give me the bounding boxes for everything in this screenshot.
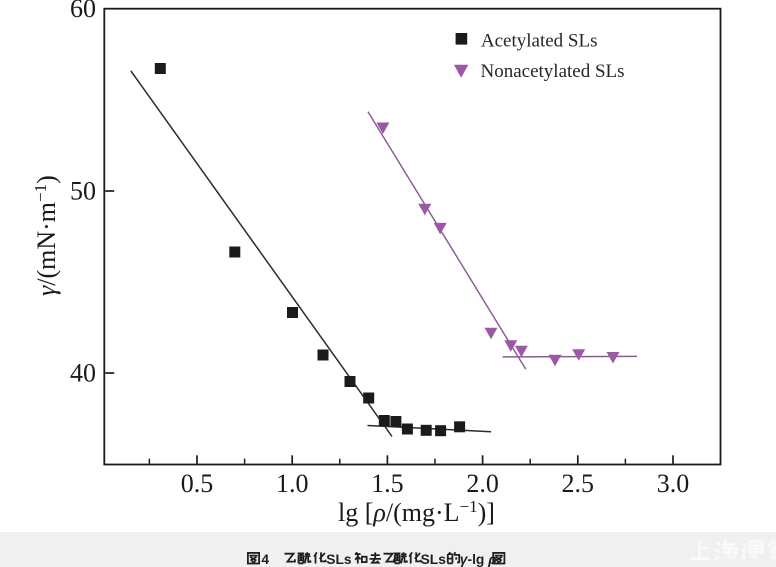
svg-text:40: 40 (70, 359, 96, 388)
svg-text:γ/(mN·m−1): γ/(mN·m−1) (31, 175, 61, 296)
svg-text:2.0: 2.0 (466, 469, 499, 498)
svg-text:SLs: SLs (421, 552, 447, 567)
svg-text:4: 4 (261, 552, 269, 567)
svg-text:0.5: 0.5 (181, 469, 214, 498)
svg-text:3.0: 3.0 (657, 469, 690, 498)
svg-text:1.0: 1.0 (276, 469, 309, 498)
svg-text:60: 60 (70, 0, 96, 23)
svg-text:Acetylated SLs: Acetylated SLs (481, 30, 598, 51)
svg-text:Nonacetylated SLs: Nonacetylated SLs (481, 61, 625, 82)
svg-text:γ-lg ρ: γ-lg ρ (460, 552, 497, 567)
svg-text:50: 50 (70, 177, 96, 206)
svg-text:2.5: 2.5 (562, 469, 595, 498)
svg-text:SLs: SLs (326, 552, 352, 567)
svg-text:1.5: 1.5 (371, 469, 404, 498)
svg-text:lg [ρ/(mg·L−1)]: lg [ρ/(mg·L−1)] (338, 497, 495, 527)
